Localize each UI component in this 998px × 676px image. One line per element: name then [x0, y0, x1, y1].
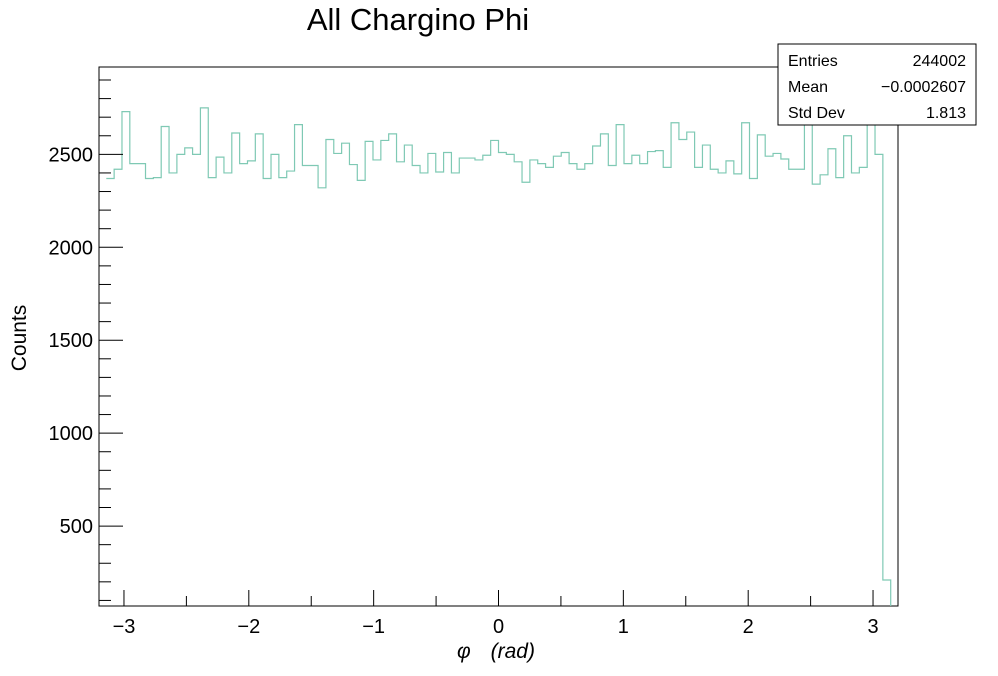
- x-tick-label: 1: [618, 616, 629, 638]
- x-tick-label: −2: [237, 616, 260, 638]
- x-axis-symbol: φ: [457, 640, 471, 663]
- x-axis-unit: (rad): [491, 640, 535, 663]
- x-tick-label: 2: [743, 616, 754, 638]
- stats-box-frame: [777, 43, 977, 126]
- x-axis-title: φ (rad): [457, 640, 535, 663]
- histogram-series: [106, 103, 892, 606]
- stats-stddev-value: 1.813: [926, 105, 966, 122]
- histogram-line: [106, 103, 892, 606]
- x-axis: −3 −2 −1 0 1 2 3: [113, 590, 879, 638]
- stats-box: Entries 244002 Mean −0.0002607 Std Dev 1…: [777, 43, 977, 126]
- stats-entries-value: 244002: [913, 53, 966, 70]
- y-tick-label: 2000: [49, 237, 94, 259]
- y-tick-label: 2500: [49, 144, 94, 166]
- chart-title: All Chargino Phi: [307, 2, 529, 37]
- y-axis: 500 1000 1500 2000 2500: [49, 79, 123, 601]
- x-tick-label: 3: [867, 616, 878, 638]
- y-tick-label: 1500: [49, 330, 94, 352]
- stats-stddev-label: Std Dev: [788, 105, 845, 122]
- stats-mean-value: −0.0002607: [881, 79, 966, 96]
- stats-mean-label: Mean: [788, 79, 828, 96]
- x-tick-label: −3: [113, 616, 136, 638]
- stats-entries-label: Entries: [788, 53, 838, 70]
- x-tick-label: −1: [362, 616, 385, 638]
- y-tick-label: 500: [60, 516, 93, 538]
- y-axis-title: Counts: [8, 305, 31, 372]
- x-tick-label: 0: [493, 616, 504, 638]
- y-tick-label: 1000: [49, 423, 94, 445]
